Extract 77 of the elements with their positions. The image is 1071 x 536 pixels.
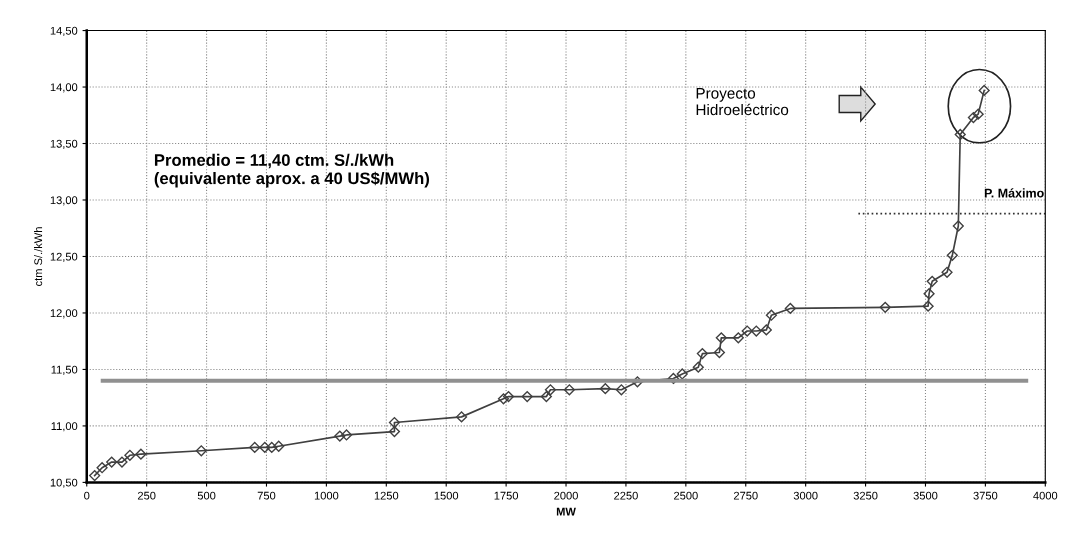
- point: [972, 108, 984, 120]
- point: [259, 441, 271, 453]
- point: [540, 390, 552, 403]
- point: [124, 449, 136, 461]
- y-tick-label: 10,50: [50, 478, 78, 488]
- point: [765, 309, 777, 321]
- x-tick-label: 1750: [494, 491, 519, 500]
- point: [455, 411, 468, 423]
- point: [922, 300, 934, 312]
- point: [952, 220, 964, 232]
- point: [946, 249, 958, 261]
- y-tick-label: 11,50: [51, 365, 78, 375]
- y-tick-label: 14,50: [50, 26, 78, 36]
- point: [967, 111, 980, 124]
- y-tick-label: 13,00: [50, 196, 78, 206]
- x-tick-label: 3000: [793, 491, 818, 500]
- x-tick-label: 3750: [973, 491, 998, 500]
- point: [497, 393, 510, 405]
- point: [615, 384, 627, 396]
- x-tick-label: 2750: [733, 491, 758, 500]
- x-tick-label: 2000: [554, 491, 578, 500]
- point: [732, 332, 744, 344]
- y-tick-label: 12,00: [50, 309, 78, 319]
- x-axis-title: MW: [556, 507, 576, 516]
- point: [195, 445, 207, 457]
- point: [715, 332, 727, 344]
- point: [923, 288, 935, 300]
- x-tick-label: 250: [137, 491, 156, 500]
- x-tick-label: 3500: [913, 491, 938, 500]
- x-tick-label: 3250: [853, 491, 878, 500]
- point: [249, 441, 261, 453]
- x-tick-label: 2250: [614, 491, 638, 500]
- point: [879, 301, 891, 313]
- point: [340, 429, 353, 441]
- point: [926, 275, 938, 287]
- point: [502, 390, 515, 403]
- y-tick-label: 11,00: [51, 422, 78, 432]
- y-tick-label: 13,50: [50, 139, 78, 149]
- annotation: P. Máximo: [984, 188, 1044, 198]
- x-tick-label: 0: [84, 491, 90, 500]
- point: [334, 430, 346, 442]
- point: [544, 384, 557, 396]
- point: [750, 325, 762, 337]
- x-tick-label: 500: [197, 491, 216, 500]
- point: [978, 84, 990, 97]
- point: [135, 448, 147, 460]
- y-tick-label: 12,50: [50, 252, 78, 262]
- point: [713, 346, 725, 359]
- x-tick-label: 1500: [434, 491, 459, 500]
- point: [692, 361, 704, 373]
- x-tick-label: 1000: [314, 491, 339, 500]
- point: [954, 128, 966, 141]
- point: [784, 302, 796, 315]
- point: [116, 456, 128, 468]
- annotation: Proyecto Hidroeléctrico: [696, 88, 789, 116]
- point: [266, 441, 278, 453]
- point: [741, 325, 753, 337]
- point: [941, 266, 953, 278]
- point: [273, 440, 285, 452]
- point: [106, 456, 118, 468]
- point: [667, 372, 679, 385]
- point: [696, 348, 708, 360]
- annotation: Promedio = 11,40 ctm. S/./kWh (equivalente aprox. a 40 US$/MWh): [154, 153, 430, 188]
- point: [521, 390, 533, 403]
- x-tick-label: 4000: [1033, 491, 1058, 500]
- x-tick-label: 1250: [374, 491, 399, 500]
- y-axis-title: ctm S/./kWh: [34, 227, 43, 286]
- point: [631, 376, 644, 388]
- point: [760, 324, 772, 336]
- x-tick-label: 750: [257, 491, 276, 500]
- point: [676, 368, 688, 380]
- x-tick-label: 2500: [674, 491, 698, 500]
- point: [599, 383, 611, 395]
- point: [89, 470, 101, 482]
- point: [96, 462, 108, 474]
- y-tick-label: 14,00: [50, 83, 78, 93]
- point: [563, 384, 575, 396]
